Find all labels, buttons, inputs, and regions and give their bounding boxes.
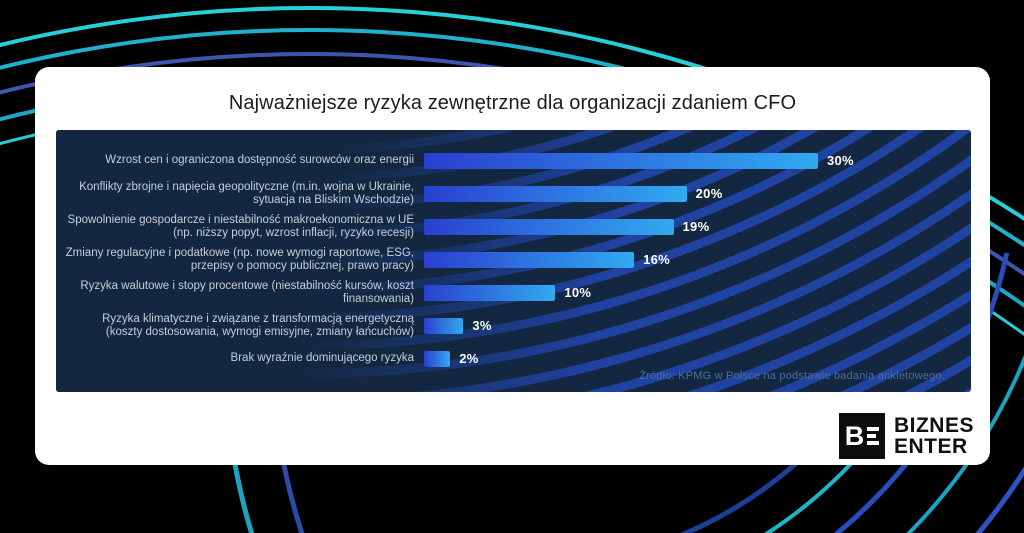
chart-card: Najważniejsze ryzyka zewnętrzne dla orga… (35, 67, 990, 465)
value-label: 10% (564, 285, 592, 300)
chart-title: Najważniejsze ryzyka zewnętrzne dla orga… (228, 92, 797, 114)
chart-row: Zmiany regulacyjne i podatkowe (np. nowe… (64, 243, 971, 276)
biznes-enter-logo: B BIZNES ENTER (838, 413, 974, 459)
logo-line1: BIZNES (893, 414, 974, 437)
category-label: Spowolnienie gospodarcze i niestabilność… (67, 213, 414, 239)
chart-row: Konflikty zbrojne i napięcia geopolitycz… (64, 177, 971, 210)
category-label: Wzrost cen i ograniczona dostępność suro… (105, 154, 414, 166)
logo-monogram: B (844, 420, 865, 451)
bottom-left-arcs-decoration (180, 438, 390, 533)
bar-zone: 10% (424, 284, 971, 301)
category-label: Konflikty zbrojne i napięcia geopolitycz… (79, 180, 414, 206)
category-label: Zmiany regulacyjne i podatkowe (np. nowe… (65, 246, 414, 272)
chart-row: Wzrost cen i ograniczona dostępność suro… (64, 144, 971, 177)
bar-zone: 16% (424, 251, 971, 268)
value-label: 16% (643, 252, 671, 267)
category-label: Ryzyka klimatyczne i związane z transfor… (102, 312, 414, 338)
bar (424, 152, 818, 169)
bar-rows: Wzrost cen i ograniczona dostępność suro… (56, 130, 971, 375)
bar (424, 350, 451, 367)
value-label: 2% (459, 351, 479, 366)
value-label: 30% (827, 153, 854, 168)
logo-wordmark: BIZNES ENTER (894, 415, 974, 457)
value-label: 3% (472, 318, 492, 333)
chart-row: Spowolnienie gospodarcze i niestabilność… (64, 210, 971, 243)
category-label: Brak wyraźnie dominującego ryzyka (230, 352, 414, 364)
bar-zone: 3% (424, 317, 971, 334)
source-note: Źródło: KPMG w Polsce na podstawie badan… (639, 370, 945, 382)
bar (424, 218, 674, 235)
chart-row: Ryzyka walutowe i stopy procentowe (nies… (64, 276, 971, 309)
value-label: 19% (682, 219, 710, 234)
bar (424, 251, 635, 268)
bar (424, 317, 464, 334)
chart-row: Brak wyraźnie dominującego ryzyka 2% (64, 342, 971, 375)
category-label: Ryzyka walutowe i stopy procentowe (nies… (80, 279, 414, 305)
bar (424, 185, 687, 202)
bar-zone: 2% (424, 350, 971, 367)
logo-line2: ENTER (893, 435, 968, 458)
bar-zone: 19% (424, 218, 971, 235)
bar (424, 284, 556, 301)
bar-zone: 20% (424, 185, 971, 202)
logo-bars-icon (867, 427, 880, 445)
chart-panel: Wzrost cen i ograniczona dostępność suro… (56, 130, 971, 392)
value-label: 20% (695, 186, 723, 201)
bar-zone: 30% (424, 152, 971, 169)
biznes-enter-logo-icon: B (838, 413, 885, 459)
chart-row: Ryzyka klimatyczne i związane z transfor… (64, 309, 971, 342)
